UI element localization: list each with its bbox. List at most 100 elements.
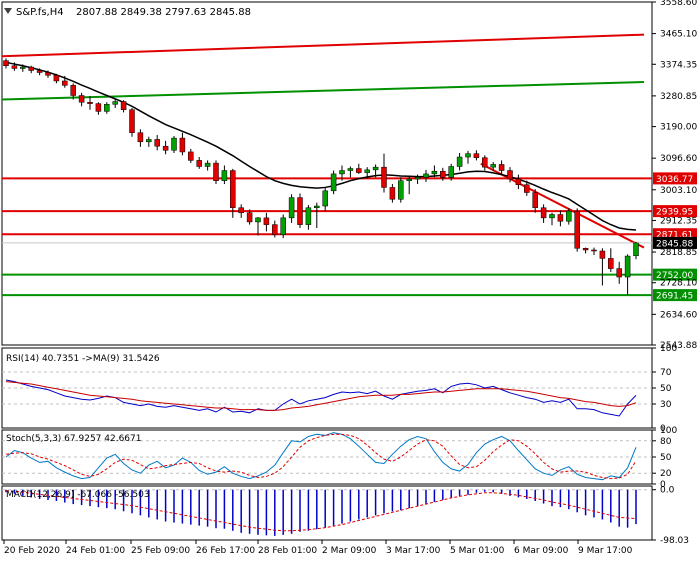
price-tick-label: 3280.85: [660, 92, 697, 102]
candle-body: [414, 177, 421, 180]
candle-body: [574, 210, 580, 249]
candle-body: [213, 162, 219, 181]
time-tick-label: 5 Mar 01:00: [450, 546, 505, 556]
candle-body: [633, 242, 639, 257]
candle-body: [582, 248, 589, 251]
stoch-tick-label: 80: [660, 437, 672, 447]
candle-body: [532, 192, 538, 208]
candle-body: [95, 103, 102, 112]
candle-body: [398, 180, 404, 200]
candle-body: [171, 137, 177, 151]
ohlc-readout: 2807.88 2849.38 2797.63 2845.88: [76, 7, 251, 18]
time-axis: 20 Feb 2020 24 Feb 01:00 25 Feb 09:00 26 Fe…: [3, 540, 633, 556]
candle-body: [255, 217, 261, 223]
time-tick-label: 26 Feb 17:00: [196, 546, 255, 556]
candle-body: [381, 166, 387, 188]
price-tick-label: 3465.10: [660, 30, 697, 40]
candle-body: [263, 217, 270, 225]
rsi-tick-label: 70: [660, 368, 672, 378]
moving-average-line: [5, 61, 637, 231]
stoch-main-line: [5, 432, 637, 481]
level-tag-label: 2871.61: [656, 231, 693, 241]
candle-body: [238, 207, 244, 214]
candle-body: [137, 132, 144, 143]
candle-body: [36, 70, 43, 73]
candle-body: [423, 173, 429, 178]
candle-body: [146, 139, 152, 143]
macd-panel[interactable]: [2, 489, 652, 536]
panel-frames: [1, 1, 653, 541]
candle-body: [406, 178, 412, 181]
price-tick-label: 3558.60: [660, 0, 697, 8]
level-tag: [653, 268, 697, 281]
candle-body: [11, 65, 18, 69]
candle-body: [490, 164, 496, 168]
candle-body: [339, 170, 345, 175]
candle-body: [3, 60, 9, 67]
trendline: [1, 33, 645, 58]
level-tag: [653, 289, 697, 302]
price-tick-label: 3003.10: [660, 186, 697, 196]
candle-body: [557, 214, 564, 222]
rsi-tick-label: 30: [660, 400, 672, 410]
candle-body: [221, 170, 228, 181]
time-tick-label: 6 Mar 09:00: [514, 546, 569, 556]
symbol-triangle-icon: [4, 8, 12, 14]
candle-body: [515, 178, 522, 185]
price-tick-label: 2634.60: [660, 310, 697, 320]
candle-body: [498, 164, 505, 171]
candle-body: [188, 151, 194, 161]
macd-tick-label: -98.03: [660, 536, 689, 546]
macd-tick-label: 0.0: [660, 486, 675, 496]
level-tag-label: 2752.00: [656, 271, 693, 281]
candle-body: [272, 224, 278, 236]
price-tick-label: 2728.10: [660, 279, 697, 289]
candle-body: [322, 190, 328, 207]
rsi-tick-label: 100: [660, 344, 677, 354]
rsi-tick-label: 50: [660, 384, 672, 394]
candle-body: [53, 74, 60, 82]
time-tick-label: 25 Feb 09:00: [131, 546, 190, 556]
price-tick-label: 3190.00: [660, 123, 697, 133]
candle-body: [246, 212, 253, 223]
macd-title: MACD(12,26,9) -67.066 -56.503: [6, 490, 150, 500]
candle-body: [112, 101, 118, 105]
main-frame: [1, 1, 653, 346]
stoch-tick-label: 100: [660, 426, 677, 436]
candle-body: [465, 153, 471, 158]
candle-body: [179, 137, 186, 153]
candle-body: [204, 162, 211, 167]
price-tick-label: 3374.35: [660, 60, 697, 70]
level-tag: [653, 205, 697, 218]
candle-body: [297, 197, 303, 225]
level-tag: [653, 236, 697, 249]
candle-body: [524, 184, 530, 193]
candle-body: [473, 153, 480, 158]
candle-body: [120, 101, 127, 110]
candle-body: [431, 170, 438, 175]
rsi-panel[interactable]: [2, 371, 652, 417]
candle-body: [566, 210, 572, 222]
candle-body: [154, 139, 160, 147]
rsi-title: RSI(14) 40.7351 ->MA(9) 31.5426: [6, 354, 160, 364]
symbol-title: S&P.fs,H4: [16, 7, 64, 18]
level-tag: [653, 172, 697, 185]
time-tick-label: 20 Feb 2020: [4, 546, 60, 556]
level-tag-label: 2691.45: [656, 292, 693, 302]
price-tick-label: 2818.85: [660, 248, 697, 258]
stoch-tick-label: 20: [660, 469, 672, 479]
level-tag-label: 3036.77: [656, 175, 693, 185]
candle-body: [87, 102, 93, 104]
candle-body: [314, 205, 320, 208]
candle-body: [507, 170, 513, 180]
candle-body: [599, 250, 606, 259]
candle-body: [356, 168, 362, 173]
candle-body: [448, 166, 454, 178]
stoch-panel[interactable]: [2, 432, 652, 481]
time-tick-label: 3 Mar 17:00: [386, 546, 441, 556]
candle-body: [372, 166, 379, 171]
rsi-ma-line: [5, 381, 637, 411]
candle-body: [196, 160, 202, 167]
